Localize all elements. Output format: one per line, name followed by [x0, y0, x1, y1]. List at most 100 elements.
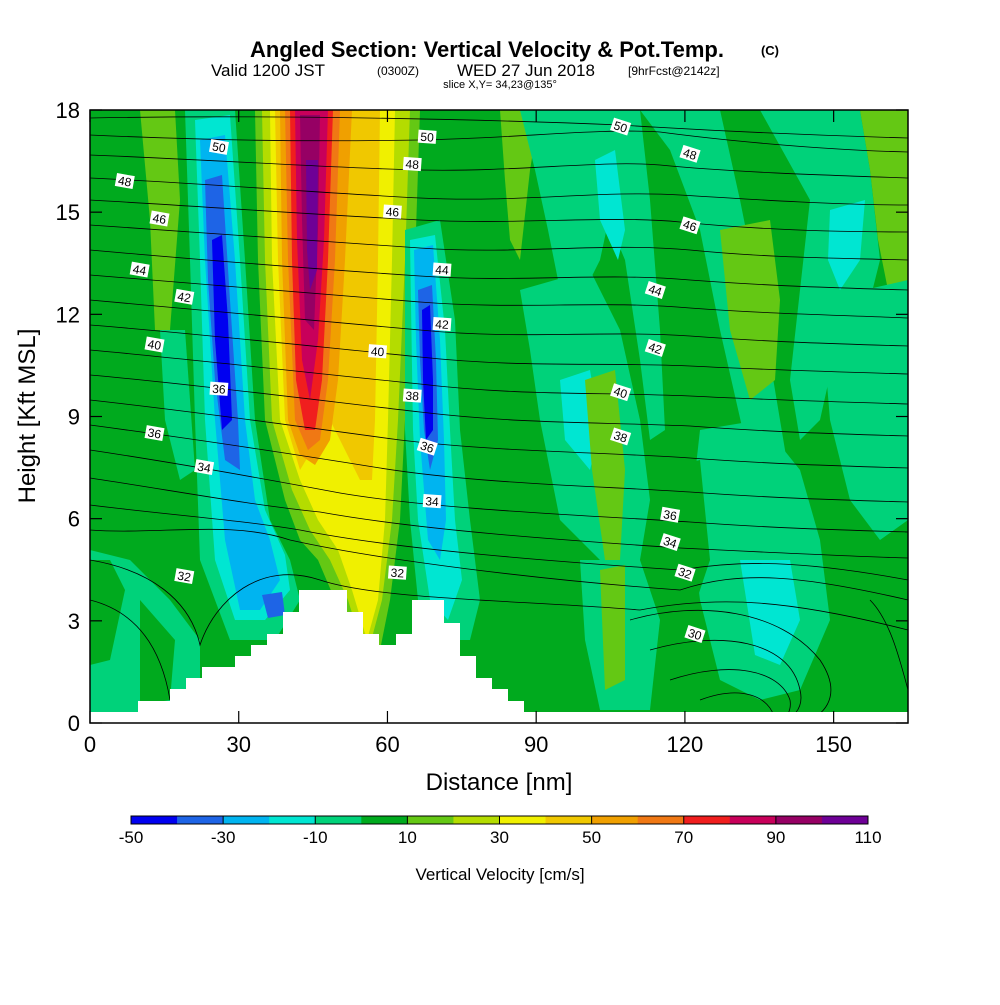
subtitle-date: WED 27 Jun 2018 — [457, 61, 595, 80]
y-tick-label: 18 — [56, 98, 80, 123]
contour-label-text: 34 — [196, 460, 212, 476]
colorbar-tick-label: 70 — [674, 828, 693, 847]
contour-label-box — [209, 381, 229, 396]
colorbar-tick-label: 90 — [766, 828, 785, 847]
contour-label-text: 44 — [132, 262, 148, 278]
contour-label: 46 — [679, 216, 701, 235]
field-band — [262, 592, 285, 618]
contour-label: 36 — [660, 506, 681, 523]
colorbar-swatch — [223, 816, 270, 824]
contour-label: 50 — [417, 129, 437, 145]
contour-label-box — [387, 565, 407, 580]
field-band — [830, 560, 908, 700]
x-tick-label: 90 — [524, 732, 548, 757]
contour-label-text: 34 — [425, 494, 440, 509]
field-band — [160, 330, 195, 480]
contour-label-box — [144, 425, 165, 441]
contour-label-text: 46 — [681, 217, 698, 235]
x-tick-label: 150 — [815, 732, 852, 757]
field-band — [720, 220, 780, 400]
contour-label: 32 — [674, 563, 696, 582]
colorbar-swatch — [775, 816, 823, 824]
contour-label-box — [416, 437, 438, 456]
y-tick-label: 9 — [68, 405, 80, 430]
colorbar-swatch — [269, 816, 316, 824]
contour-label-text: 42 — [435, 317, 450, 332]
field-band — [585, 370, 625, 560]
contour-label-box — [679, 144, 701, 163]
subtitle-valid: Valid 1200 JST — [211, 61, 325, 80]
subtitle-utc: (0300Z) — [377, 64, 419, 78]
contour-label: 38 — [610, 427, 632, 446]
contour-label-text: 48 — [117, 173, 133, 189]
contour-label-text: 42 — [647, 340, 664, 358]
contour-label-text: 40 — [147, 337, 163, 353]
field-band — [828, 200, 865, 290]
contour-label: 44 — [432, 262, 452, 278]
colorbar: -50 -30 -10 10 30 50 70 90 110 — [119, 815, 882, 847]
contour-label-text: 44 — [647, 282, 664, 300]
contour-label: 44 — [129, 261, 150, 278]
contour-label-text: 48 — [405, 157, 420, 172]
contour-label: 42 — [432, 316, 452, 332]
colorbar-swatch — [683, 816, 731, 824]
x-tick-label: 30 — [226, 732, 250, 757]
contour-label-box — [659, 533, 681, 551]
x-tick-label: 60 — [375, 732, 399, 757]
contour-label-box — [610, 383, 632, 402]
contour-label: 34 — [422, 494, 442, 509]
contour-label-box — [174, 288, 195, 305]
contour-label-box — [208, 139, 229, 155]
colorbar-swatch — [729, 816, 777, 824]
colorbar-label: Vertical Velocity [cm/s] — [415, 865, 584, 884]
contour-label: 36 — [209, 381, 229, 397]
contour-label-box — [644, 281, 666, 299]
contour-label: 40 — [144, 336, 165, 353]
contour-label: 38 — [402, 388, 422, 404]
contour-label: 36 — [144, 425, 165, 442]
contour-label: 32 — [387, 565, 407, 581]
contour-label-box — [432, 262, 452, 277]
contour-label-box — [402, 156, 422, 172]
colorbar-swatch — [637, 816, 685, 824]
contour-label-box — [422, 494, 442, 509]
contour-label-text: 34 — [662, 534, 679, 552]
field-band — [740, 560, 800, 665]
contour-label-text: 50 — [612, 118, 629, 136]
field-band — [212, 235, 232, 430]
field-band — [600, 565, 625, 690]
contour-label: 32 — [174, 568, 195, 585]
contour-label: 50 — [610, 117, 632, 136]
field-band — [422, 305, 433, 440]
contour-label-text: 42 — [176, 289, 192, 305]
contour-label-box — [432, 316, 452, 332]
x-tick-label: 0 — [84, 732, 96, 757]
contour-label-box — [368, 344, 388, 359]
contour-label-text: 30 — [686, 626, 703, 644]
contour-label-text: 36 — [147, 425, 163, 441]
field-band — [430, 110, 520, 700]
contour-label-text: 40 — [612, 384, 629, 402]
contour-label: 46 — [149, 210, 170, 227]
contour-label: 44 — [644, 281, 666, 300]
colorbar-swatch — [591, 816, 639, 824]
colorbar-swatch — [821, 816, 869, 824]
colorbar-swatch — [545, 816, 593, 824]
colorbar-tick-label: 10 — [398, 828, 417, 847]
contour-label: 30 — [684, 625, 706, 644]
contour-label-text: 46 — [152, 211, 168, 227]
colorbar-tick-label: 50 — [582, 828, 601, 847]
colorbar-swatch — [499, 816, 547, 824]
contour-label: 46 — [383, 204, 402, 220]
colorbar-swatch — [453, 816, 500, 824]
chart-title: Angled Section: Vertical Velocity & Pot.… — [250, 37, 724, 62]
contour-label-box — [383, 204, 402, 219]
contour-label-text: 50 — [420, 130, 435, 145]
contour-label-box — [149, 210, 170, 227]
contour-label-box — [129, 261, 150, 278]
colorbar-tick-label: 110 — [854, 828, 881, 847]
contour-label-box — [684, 625, 706, 643]
contour-label: 34 — [194, 459, 215, 476]
